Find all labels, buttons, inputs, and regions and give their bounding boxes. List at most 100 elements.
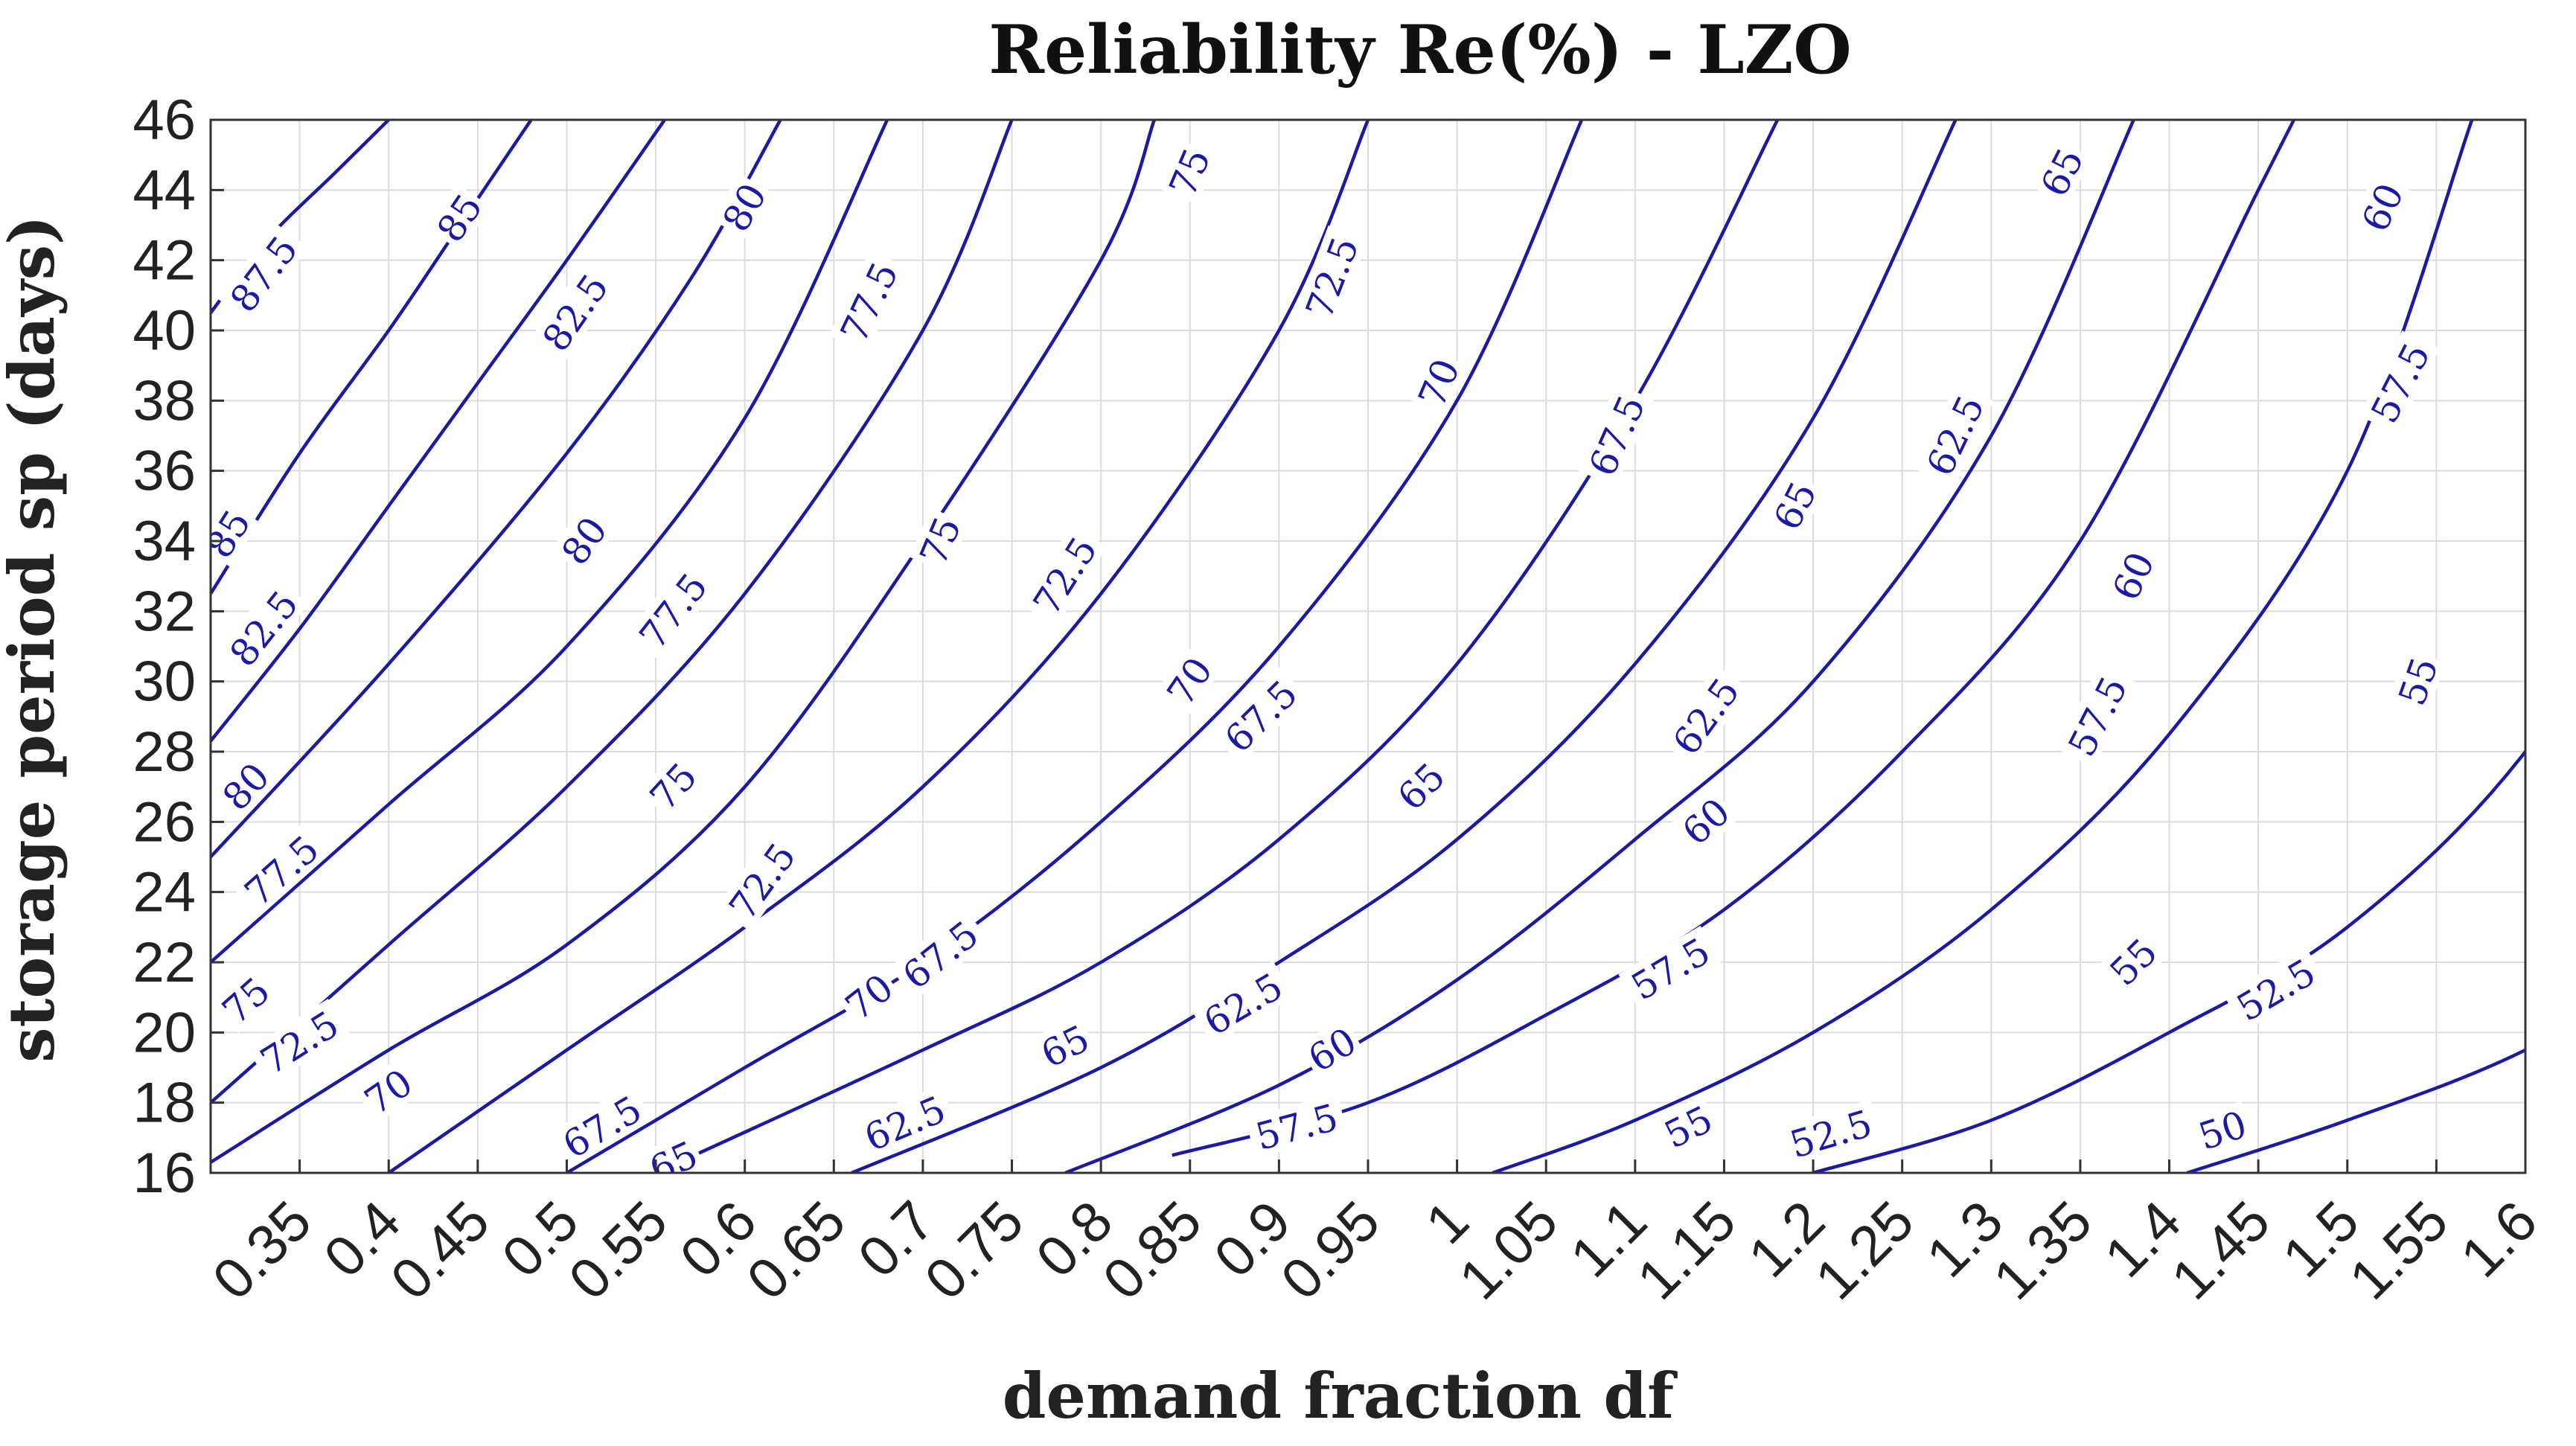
contour-label: 72.5 [1297, 231, 1367, 324]
contour-label-bg [1159, 138, 1218, 205]
contour-label-bg [639, 1130, 706, 1173]
y-tick-label: 38 [132, 369, 196, 432]
contour-label: 65 [2033, 141, 2093, 203]
contour-label: 70 [1410, 353, 1468, 413]
contour-label: 75 [912, 511, 970, 571]
contour-label-group: 70 [1156, 647, 1221, 715]
contour-line [2186, 1048, 2525, 1173]
contour-label-bg [1577, 383, 1655, 487]
y-tick-label: 18 [132, 1072, 196, 1135]
y-tick-label: 20 [132, 1001, 196, 1064]
contour-label: 52.5 [1785, 1101, 1876, 1166]
contour-label: 75 [642, 755, 706, 819]
contour-line [851, 120, 1957, 1173]
contour-label-group: 57.5 [1244, 1093, 1348, 1159]
contour-label-bg [1660, 665, 1751, 767]
contour-label-bg [1294, 225, 1368, 330]
contour-label-group: 85 [211, 499, 259, 567]
y-tick-label: 44 [132, 159, 196, 222]
contour-label-group: 80 [211, 752, 279, 820]
contour-label-bg [626, 560, 718, 661]
contour-line [211, 120, 666, 743]
contour-label: 55 [2569, 353, 2576, 412]
contour-label-bg [211, 966, 279, 1034]
contour-label-bg [1914, 383, 1994, 487]
x-tick-layer: 0.350.40.450.50.550.60.650.70.750.80.850… [201, 1159, 2549, 1312]
x-tick-label: 1.45 [2159, 1189, 2282, 1312]
contour-label-bg [1408, 349, 1468, 416]
contour-label-group: 57.5 [2359, 330, 2440, 435]
chart-title: Reliability Re(%) - LZO [988, 10, 1852, 89]
contour-label-group: 50 [2190, 1101, 2254, 1159]
contour-label-group: 57.5 [1618, 925, 1722, 1011]
contour-label-group: 55 [2099, 927, 2167, 995]
contour-label: 57.5 [2362, 336, 2438, 430]
contour-line [387, 120, 1370, 1173]
contour-label-bg [549, 1084, 653, 1168]
x-tick-label: 1.05 [1448, 1189, 1570, 1312]
contour-label-bg [551, 506, 616, 575]
y-tick-label: 32 [132, 580, 196, 643]
contour-label-bg [712, 173, 776, 241]
contour-label-bg [2388, 648, 2446, 714]
contour-label: 57.5 [2060, 670, 2136, 764]
x-tick-label: 1.55 [2338, 1189, 2461, 1312]
contour-label-bg [217, 223, 309, 324]
contour-label-bg [1655, 1095, 1722, 1157]
y-tick-label: 46 [132, 89, 196, 152]
y-tick-label: 26 [132, 790, 196, 854]
contour-label: 70 [837, 966, 901, 1029]
contour-label-bg [910, 508, 969, 574]
x-tick-label: 1.25 [1803, 1189, 1926, 1312]
x-tick-label: 1.15 [1626, 1189, 1748, 1312]
x-axis-label: demand fraction df [1003, 1359, 1678, 1433]
x-tick-label: 0.45 [379, 1189, 502, 1312]
contour-line [211, 120, 1157, 1164]
contour-label-group: 72.5 [716, 830, 807, 932]
contour-label-bg [1211, 667, 1309, 764]
y-tick-label: 24 [132, 861, 196, 924]
contour-label-group: 67.5 [1577, 383, 1655, 487]
contour-label: 77.5 [832, 256, 907, 349]
y-tick-label: 34 [132, 510, 196, 573]
contour-label-bg [834, 963, 903, 1029]
contour-label: 57.5 [1251, 1095, 1343, 1159]
contour-label: 65 [1390, 755, 1454, 819]
x-tick-label: 0.65 [735, 1189, 858, 1312]
contour-label-group: 77.5 [231, 822, 330, 918]
contour-label-bg [1387, 752, 1454, 819]
contour-label-bg [1244, 1093, 1348, 1159]
contour-label: 62.5 [1918, 389, 1992, 482]
contour-label-bg [2030, 138, 2092, 205]
contour-label-bg [1191, 961, 1294, 1046]
contour-line [1492, 120, 2474, 1173]
x-tick-label: 0.85 [1091, 1189, 1214, 1312]
contour-label-bg [639, 752, 706, 820]
contour-label-group: 80 [551, 506, 616, 575]
contour-label-group: 70 [1408, 349, 1468, 416]
x-tick-label: 0.55 [557, 1189, 680, 1312]
contour-label-bg [231, 822, 330, 918]
y-axis-label: storage period sp (days) [0, 215, 68, 1063]
contour-label-group: 55 [2388, 648, 2446, 714]
contour-label-group: 80 [712, 173, 776, 241]
contour-label-group: 70 [834, 963, 903, 1029]
x-tick-label: 0.35 [201, 1189, 324, 1312]
contour-line [211, 120, 889, 964]
contour-label-group: 65 [2030, 138, 2093, 205]
contour-label-bg [2566, 351, 2576, 415]
contour-label-group: 77.5 [828, 249, 908, 354]
contour-label: 65 [1035, 1017, 1096, 1076]
contour-label-bg [2190, 1101, 2254, 1158]
contour-label-bg [1020, 524, 1108, 627]
contour-line [211, 120, 782, 859]
contour-line [566, 120, 1584, 1173]
contour-label: 80 [214, 755, 278, 819]
contour-label-group: 75 [211, 966, 279, 1034]
contour-label-bg [2359, 330, 2440, 435]
contour-label-bg [247, 999, 351, 1085]
contour-label-group: 72.5 [1020, 524, 1108, 627]
contour-label-bg [211, 752, 279, 820]
contour-label-group: 75 [910, 508, 970, 574]
